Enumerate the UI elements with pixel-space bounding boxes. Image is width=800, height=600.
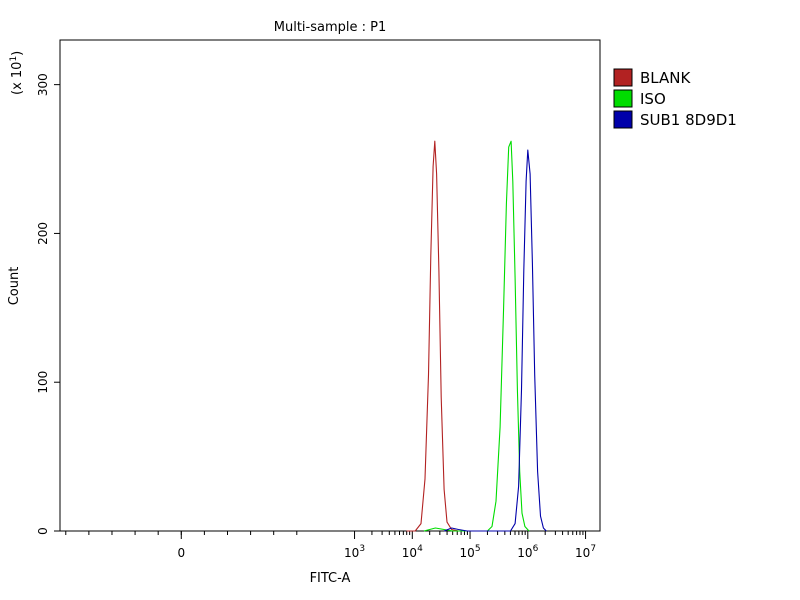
legend-swatch [613, 89, 633, 108]
series-line-blank [406, 140, 459, 532]
y-tick-label: 100 [36, 371, 50, 394]
x-tick-label: 0 [177, 546, 185, 560]
series-line-sub1-8d9d1 [443, 149, 547, 532]
y-tick-label: 200 [36, 222, 50, 245]
x-axis-label: FITC-A [310, 571, 351, 586]
y-tick-label: 300 [36, 73, 50, 96]
y-axis: 0 100 200 300 [36, 73, 60, 535]
x-tick-label: 106 [517, 544, 538, 560]
y-multiplier-label: (x 101) [9, 51, 25, 95]
series-line-iso [423, 140, 530, 532]
plot-frame [59, 39, 601, 532]
x-tick-label: 103 [344, 544, 365, 560]
x-tick-label: 105 [460, 544, 481, 560]
y-tick-label: 0 [36, 527, 50, 535]
y-axis-label: Count [7, 267, 22, 306]
legend-label: BLANK [640, 69, 691, 87]
x-tick-label: 104 [402, 544, 423, 560]
legend: BLANK ISO SUB1 8D9D1 [613, 68, 737, 129]
legend-swatch [613, 110, 633, 129]
x-tick-label: 107 [575, 544, 596, 560]
legend-label: SUB1 8D9D1 [640, 111, 737, 129]
legend-swatch [613, 68, 633, 87]
series-layer [406, 140, 547, 532]
x-axis: 0 103 104 105 106 107 [65, 531, 596, 560]
chart-title: Multi-sample : P1 [274, 20, 387, 35]
legend-label: ISO [640, 90, 666, 108]
